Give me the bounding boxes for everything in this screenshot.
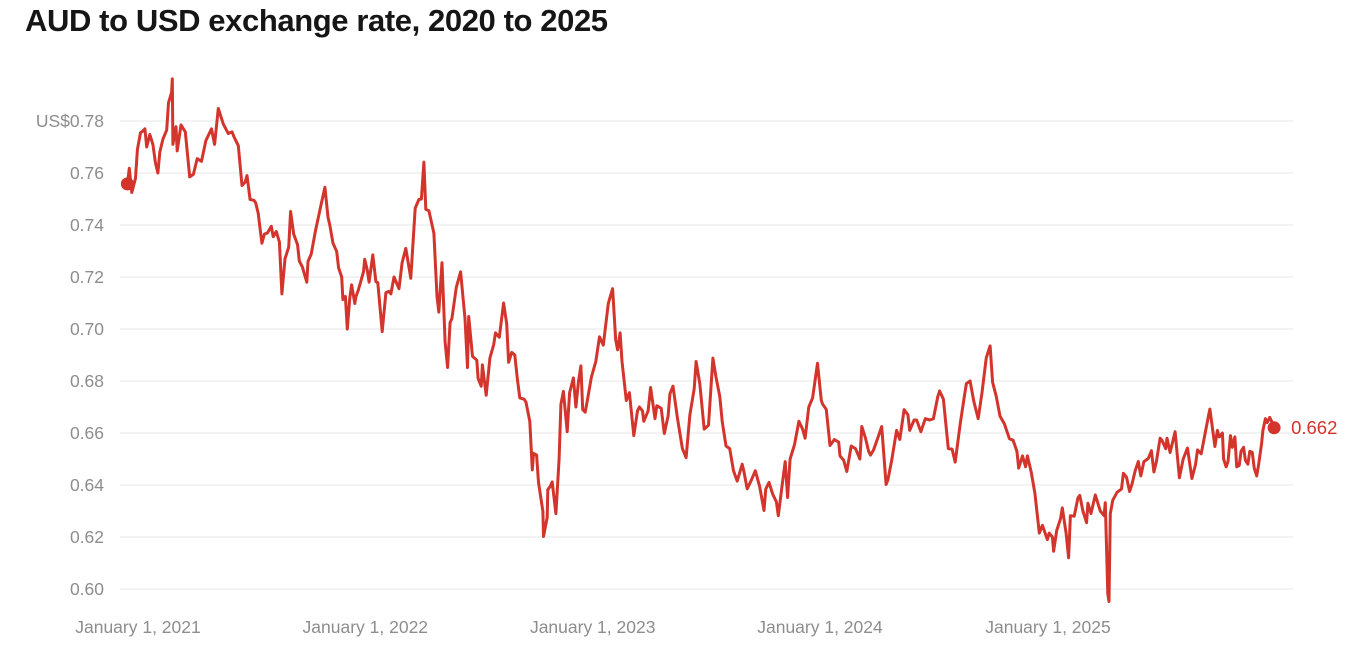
series-end-dot (1267, 421, 1281, 435)
y-axis-labels: US$0.78 0.76 0.74 0.72 0.70 0.68 0.66 0.64 0.62 0… (36, 111, 104, 599)
x-axis-label: January 1, 2023 (530, 617, 656, 637)
x-axis-label: January 1, 2021 (75, 617, 201, 637)
gridlines (120, 120, 1293, 590)
chart-title: AUD to USD exchange rate, 2020 to 2025 (25, 3, 608, 38)
y-axis-label: 0.64 (70, 475, 104, 495)
y-axis-label: US$0.78 (36, 111, 104, 131)
y-axis-label: 0.60 (70, 579, 104, 599)
y-axis-label: 0.70 (70, 319, 104, 339)
end-value-label: 0.662 (1291, 417, 1337, 438)
series-start-dot (120, 177, 134, 191)
y-axis-label: 0.68 (70, 371, 104, 391)
y-axis-label: 0.72 (70, 267, 104, 287)
y-axis-label: 0.74 (70, 215, 104, 235)
y-axis-label: 0.62 (70, 527, 104, 547)
x-axis-label: January 1, 2025 (985, 617, 1111, 637)
series-line (125, 77, 1276, 603)
y-axis-label: 0.66 (70, 423, 104, 443)
x-axis-labels: January 1, 2021 January 1, 2022 January 1,… (75, 617, 1111, 637)
series-layer (120, 77, 1281, 603)
x-axis-label: January 1, 2022 (303, 617, 429, 637)
x-axis-label: January 1, 2024 (757, 617, 883, 637)
y-axis-label: 0.76 (70, 163, 104, 183)
